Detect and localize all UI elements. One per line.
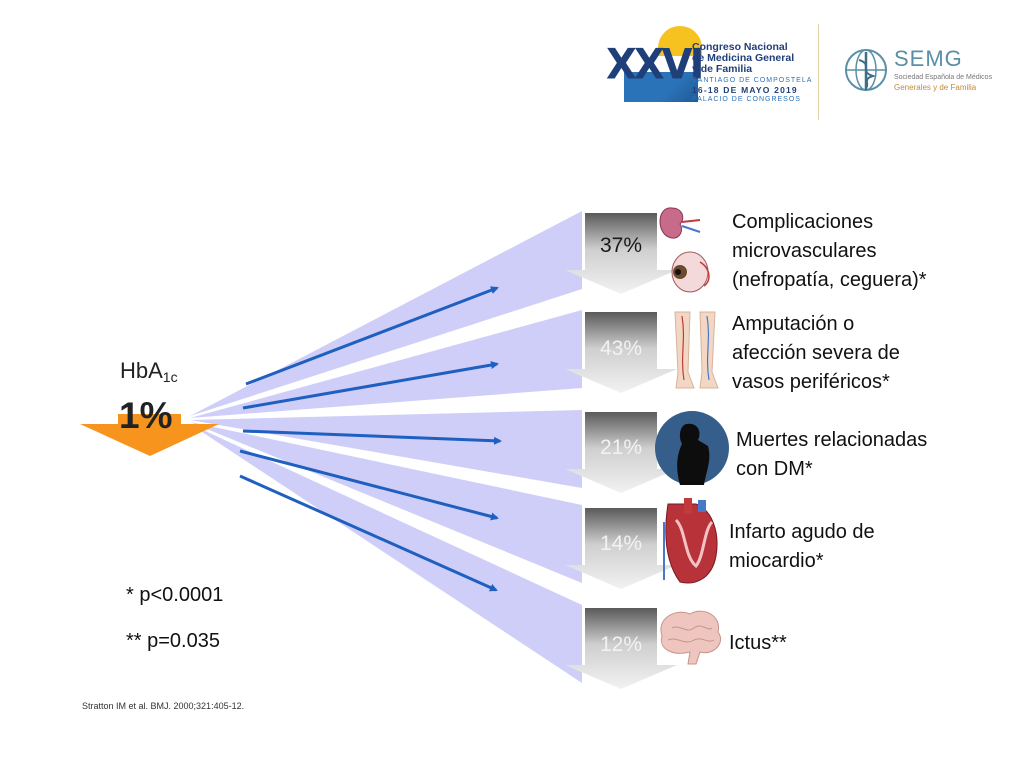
- fan-wedge-3: [190, 410, 582, 488]
- blue-arrow-1: [245, 286, 499, 386]
- outcome-label-1: Complicaciones microvasculares (nefropat…: [732, 211, 927, 291]
- percent-3: 21%: [599, 436, 643, 459]
- brain-icon: [660, 610, 722, 665]
- sun-icon: [658, 26, 702, 56]
- blue-arrows: [239, 286, 502, 592]
- heart-icon: [663, 498, 718, 584]
- congress-numeral: XXVI: [606, 40, 705, 90]
- semg-wordmark: SEMG: [894, 46, 963, 71]
- percent-1: 37%: [599, 234, 643, 257]
- blue-arrow-2: [242, 361, 499, 410]
- congress-venue: PALACIO DE CONGRESOS: [692, 96, 801, 103]
- hba1c-label-main: HbA: [120, 358, 163, 383]
- logo-block: [624, 72, 698, 102]
- congress-line-1: Congreso Nacional: [692, 41, 788, 53]
- hba1c-label: HbA1c: [120, 358, 178, 385]
- outcome-label-5: Ictus**: [729, 632, 787, 654]
- blue-arrow-4: [239, 449, 499, 521]
- percent-2: 43%: [599, 337, 643, 360]
- down-arrow-2: [565, 312, 677, 393]
- fan-wedge-1: [190, 211, 582, 416]
- semg-logo: SEMG Sociedad Española de Médicos Genera…: [842, 44, 992, 100]
- percent-5: 12%: [599, 633, 643, 656]
- down-arrow-1: [565, 213, 677, 294]
- silhouette-icon: [655, 411, 729, 485]
- citation: Stratton IM et al. BMJ. 2000;321:405-12.: [82, 701, 245, 711]
- hba1c-label-sub: 1c: [162, 369, 178, 385]
- outcome-label-2: Amputación o afección severa de vasos pe…: [732, 313, 900, 393]
- congress-dates: 16-18 DE MAYO 2019: [692, 85, 798, 95]
- source-arrow: [80, 414, 219, 456]
- congress-logo: XXVI Congreso Nacional de Medicina Gener…: [600, 22, 811, 104]
- fan-wedge-2: [190, 310, 582, 418]
- outcome-label-3: Muertes relacionadas con DM*: [736, 429, 928, 480]
- fan-wedge-5: [190, 424, 582, 683]
- footnote-2: ** p=0.035: [126, 630, 220, 652]
- caduceus-globe-icon: [845, 49, 887, 91]
- semg-subtitle-1: Sociedad Española de Médicos: [894, 74, 993, 81]
- kidney-eye-icon: [659, 207, 710, 293]
- blue-arrow-3: [242, 429, 502, 445]
- blue-arrow-5: [239, 474, 498, 592]
- logo-divider: [818, 24, 819, 120]
- congress-line-3: y de Familia: [692, 63, 753, 75]
- hba1c-value: 1%: [119, 395, 173, 436]
- legs-icon: [674, 311, 719, 389]
- down-arrow-4: [565, 508, 677, 589]
- down-arrows: [565, 213, 677, 689]
- footnote-1: * p<0.0001: [126, 584, 224, 606]
- congress-city: SANTIAGO DE COMPOSTELA: [692, 77, 813, 84]
- fan-wedges: [190, 211, 582, 683]
- down-arrow-5: [565, 608, 677, 689]
- percent-4: 14%: [599, 532, 643, 555]
- outcome-label-4: Infarto agudo de miocardio*: [729, 521, 875, 572]
- down-arrow-3: [565, 412, 677, 493]
- semg-subtitle-2: Generales y de Familia: [894, 83, 977, 92]
- congress-line-2: de Medicina General: [692, 52, 795, 64]
